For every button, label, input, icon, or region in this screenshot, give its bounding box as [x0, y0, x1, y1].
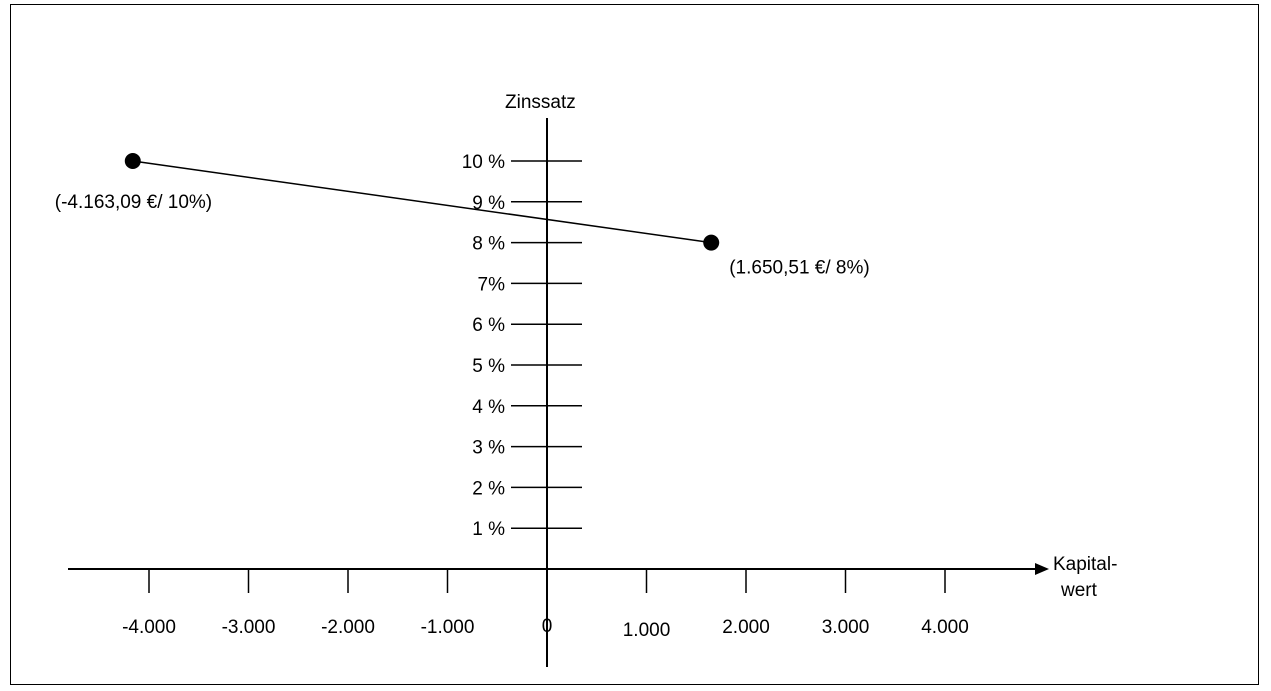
chart-frame	[10, 4, 1259, 685]
data-point	[703, 234, 720, 251]
data-point	[124, 153, 141, 169]
x-tick-label: -4.000	[122, 617, 176, 638]
data-label: (-4.163,09 €/ 10%)	[55, 192, 212, 213]
x-tick-label: 0	[542, 616, 553, 637]
series-line	[132, 160, 712, 244]
y-tick-label: 7%	[478, 274, 506, 295]
x-tick-label: 2.000	[722, 617, 770, 638]
y-tick-label: 8 %	[472, 234, 505, 255]
y-tick-label: 10 %	[462, 152, 505, 173]
x-axis-arrow-icon	[1035, 563, 1049, 575]
y-ticks: 1 % 2 % 3 % 4 % 5 % 6 % 7% 8 % 9 % 10 %	[462, 152, 582, 540]
x-tick-label: -2.000	[321, 617, 375, 638]
data-label: (1.650,51 €/ 8%)	[729, 258, 869, 279]
y-axis-label: Zinssatz	[505, 92, 576, 113]
axes: Zinssatz Kapital-wert	[68, 92, 1117, 667]
y-tick-label: 5 %	[472, 356, 505, 377]
x-tick-label: 4.000	[921, 617, 969, 638]
y-tick-label: 3 %	[472, 438, 505, 459]
plot-area: (-4.163,09 €/ 10%) (1.650,51 €/ 8%)	[55, 153, 870, 279]
x-ticks: -4.000 -3.000 -2.000 -1.000 0 1.000 2.000 3.000…	[122, 569, 969, 641]
x-tick-label: -1.000	[421, 617, 475, 638]
y-tick-label: 2 %	[472, 478, 505, 499]
x-axis-label: Kapital-wert	[1053, 554, 1117, 601]
x-tick-label: -3.000	[222, 617, 276, 638]
x-tick-label: 1.000	[623, 620, 671, 641]
x-tick-label: 3.000	[822, 617, 870, 638]
y-tick-label: 4 %	[472, 397, 505, 418]
y-tick-label: 9 %	[472, 193, 505, 214]
y-tick-label: 1 %	[472, 519, 505, 540]
y-tick-label: 6 %	[472, 315, 505, 336]
